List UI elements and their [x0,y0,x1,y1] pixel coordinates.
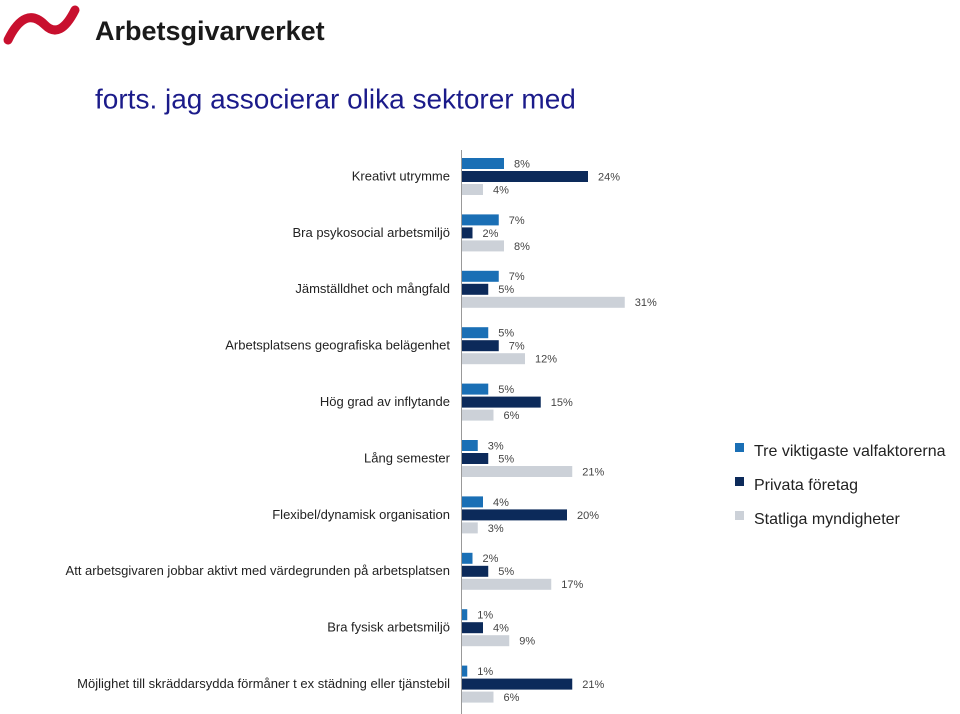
bar [462,522,478,534]
bar [462,158,504,169]
bar [462,184,483,195]
value-label: 8% [514,158,530,170]
value-label: 4% [493,184,509,196]
bar [462,453,489,464]
value-label: 3% [488,523,504,535]
bar [462,440,478,451]
bar [462,409,494,421]
value-label: 8% [514,241,530,253]
category-label: Flexibel/dynamisk organisation [272,507,450,522]
bar [462,609,468,621]
bar [462,496,483,508]
value-label: 5% [498,328,514,340]
value-label: 15% [551,397,573,409]
bar [462,509,567,521]
value-label: 6% [504,410,520,422]
value-label: 4% [493,623,509,635]
value-label: 17% [561,579,583,591]
bar [462,340,499,352]
bar [462,227,473,239]
value-label: 6% [504,692,520,704]
value-label: 21% [582,466,604,478]
legend-label: Tre viktigaste valfaktorerna [754,443,946,460]
logo-mark [3,5,80,45]
bar [462,270,499,282]
category-label: Lång semester [364,450,451,465]
bar [462,665,468,677]
value-label: 5% [498,384,514,396]
value-label: 12% [535,354,557,366]
bar [462,296,625,308]
value-label: 5% [498,453,514,465]
bar [462,171,588,182]
chart-title: forts. jag associerar olika sektorer med [95,83,576,114]
category-label: Bra fysisk arbetsmiljö [327,620,450,635]
bar [462,552,473,564]
bar [462,327,489,339]
legend-swatch [735,443,744,452]
bar [462,578,552,590]
bar [462,240,504,252]
category-label: Arbetsplatsens geografiska belägenhet [225,338,450,353]
bar [462,214,499,226]
value-label: 20% [577,510,599,522]
value-label: 4% [493,497,509,509]
brand: Arbetsgivarverket [95,16,325,46]
value-label: 31% [635,297,657,309]
bar [462,283,489,295]
legend-label: Privata företag [754,477,858,494]
bar [462,622,483,634]
category-label: Bra psykosocial arbetsmiljö [292,225,450,240]
value-label: 21% [582,679,604,691]
value-label: 2% [483,553,499,565]
category-label: Hög grad av inflytande [320,394,450,409]
bar [462,383,489,395]
value-label: 5% [498,566,514,578]
value-label: 7% [509,271,525,283]
bar [462,635,510,647]
bar [462,353,525,365]
bar [462,678,573,690]
legend-swatch [735,511,744,520]
value-label: 5% [498,284,514,296]
category-label: Kreativt utrymme [352,168,450,183]
bar [462,396,541,408]
value-label: 1% [477,666,493,678]
value-label: 3% [488,440,504,452]
category-label: Att arbetsgivaren jobbar aktivt med värd… [66,563,450,578]
bar [462,691,494,703]
value-label: 7% [509,215,525,227]
category-label: Jämställdhet och mångfald [295,281,450,296]
category-label: Möjlighet till skräddarsydda förmåner t … [77,676,450,691]
value-label: 2% [483,228,499,240]
legend-swatch [735,477,744,486]
bar [462,565,489,577]
value-label: 1% [477,610,493,622]
legend-label: Statliga myndigheter [754,511,901,528]
value-label: 7% [509,341,525,353]
value-label: 9% [519,636,535,648]
value-label: 24% [598,171,620,183]
bar [462,466,573,477]
